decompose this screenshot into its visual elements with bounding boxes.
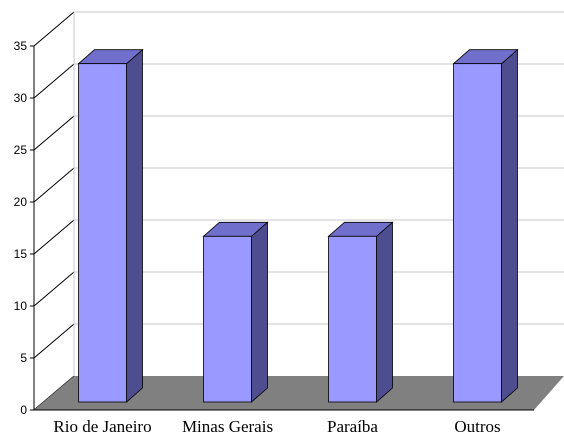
y-tick-label: 0 (20, 403, 27, 417)
side-wall-gridline (33, 323, 75, 359)
y-tick-label: 30 (14, 91, 28, 105)
category-label: Minas Gerais (182, 417, 273, 435)
side-wall-gridline (33, 271, 75, 307)
side-wall-gridline (33, 115, 75, 151)
y-tick-label: 5 (20, 351, 27, 365)
bar-front-face (203, 235, 252, 403)
bars (77, 48, 519, 403)
side-wall-gridline (33, 167, 75, 203)
bar-front-face (453, 63, 502, 403)
category-labels: Rio de Janeiro Minas Gerais Paraíba Outros (53, 417, 500, 435)
y-tick-label: 20 (14, 195, 28, 209)
category-label: Outros (454, 417, 500, 435)
chart-floor (34, 376, 564, 410)
category-label: Rio de Janeiro (53, 417, 151, 435)
bar-side-face (251, 221, 268, 403)
bar-side-face (376, 221, 393, 403)
side-wall-gridline (33, 219, 75, 255)
side-wall-gridline (33, 11, 75, 47)
side-wall-gridline (33, 63, 75, 99)
bar (77, 48, 144, 403)
bar (202, 221, 269, 403)
y-tick-label: 15 (14, 247, 28, 261)
bar-side-face (126, 48, 143, 403)
y-tick-label: 35 (14, 39, 28, 53)
category-label: Paraíba (327, 417, 378, 435)
y-tick-label: 10 (14, 299, 28, 313)
y-axis: 0 5 10 15 20 25 30 35 (14, 39, 534, 417)
bar (327, 221, 394, 403)
floor-plane (34, 376, 564, 410)
bar-side-face (501, 48, 518, 403)
y-tick-label: 25 (14, 143, 28, 157)
bar (452, 48, 519, 403)
bar-front-face (78, 63, 127, 403)
bar-front-face (328, 235, 377, 403)
